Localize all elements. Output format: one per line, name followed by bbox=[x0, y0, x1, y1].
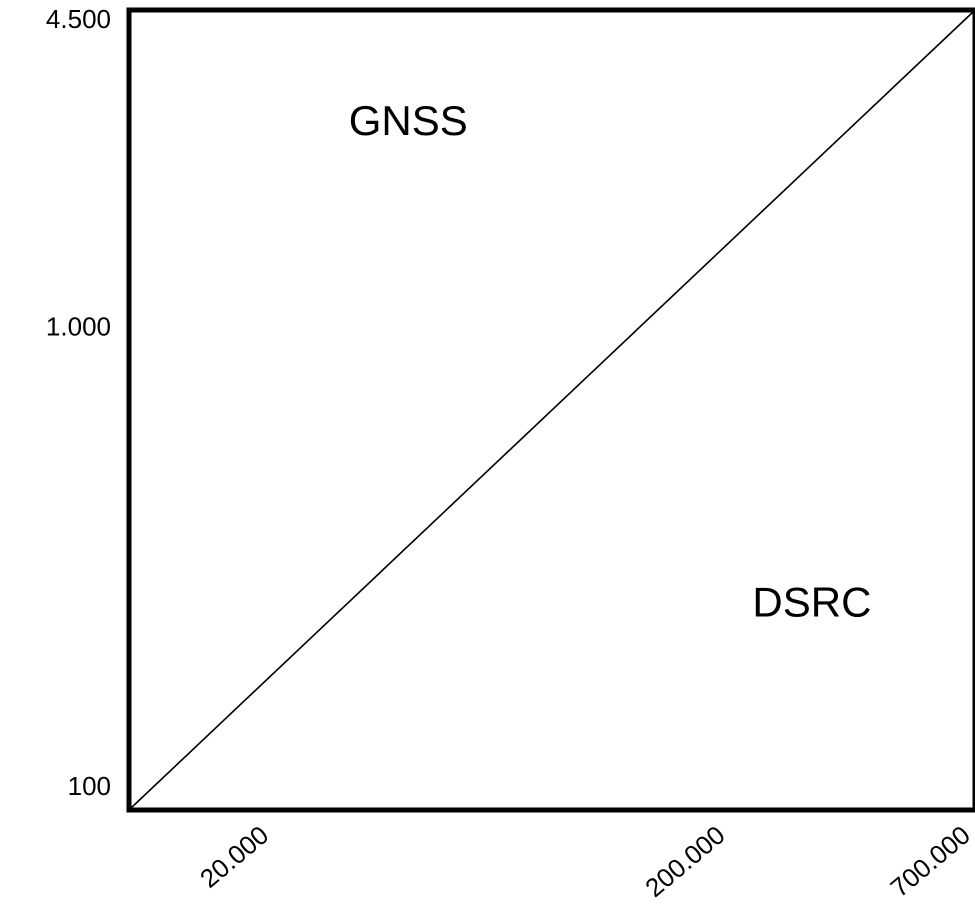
series-line-0 bbox=[130, 11, 974, 809]
region-label-gnss: GNSS bbox=[349, 97, 468, 144]
y-tick-label: 4.500 bbox=[46, 4, 111, 34]
y-tick-label: 1.000 bbox=[46, 312, 111, 342]
annotations: GNSS DSRC bbox=[349, 97, 872, 625]
y-tick-label: 100 bbox=[68, 771, 111, 801]
plot-area bbox=[130, 11, 974, 809]
region-label-dsrc: DSRC bbox=[752, 578, 871, 625]
plot-frame bbox=[126, 7, 975, 813]
